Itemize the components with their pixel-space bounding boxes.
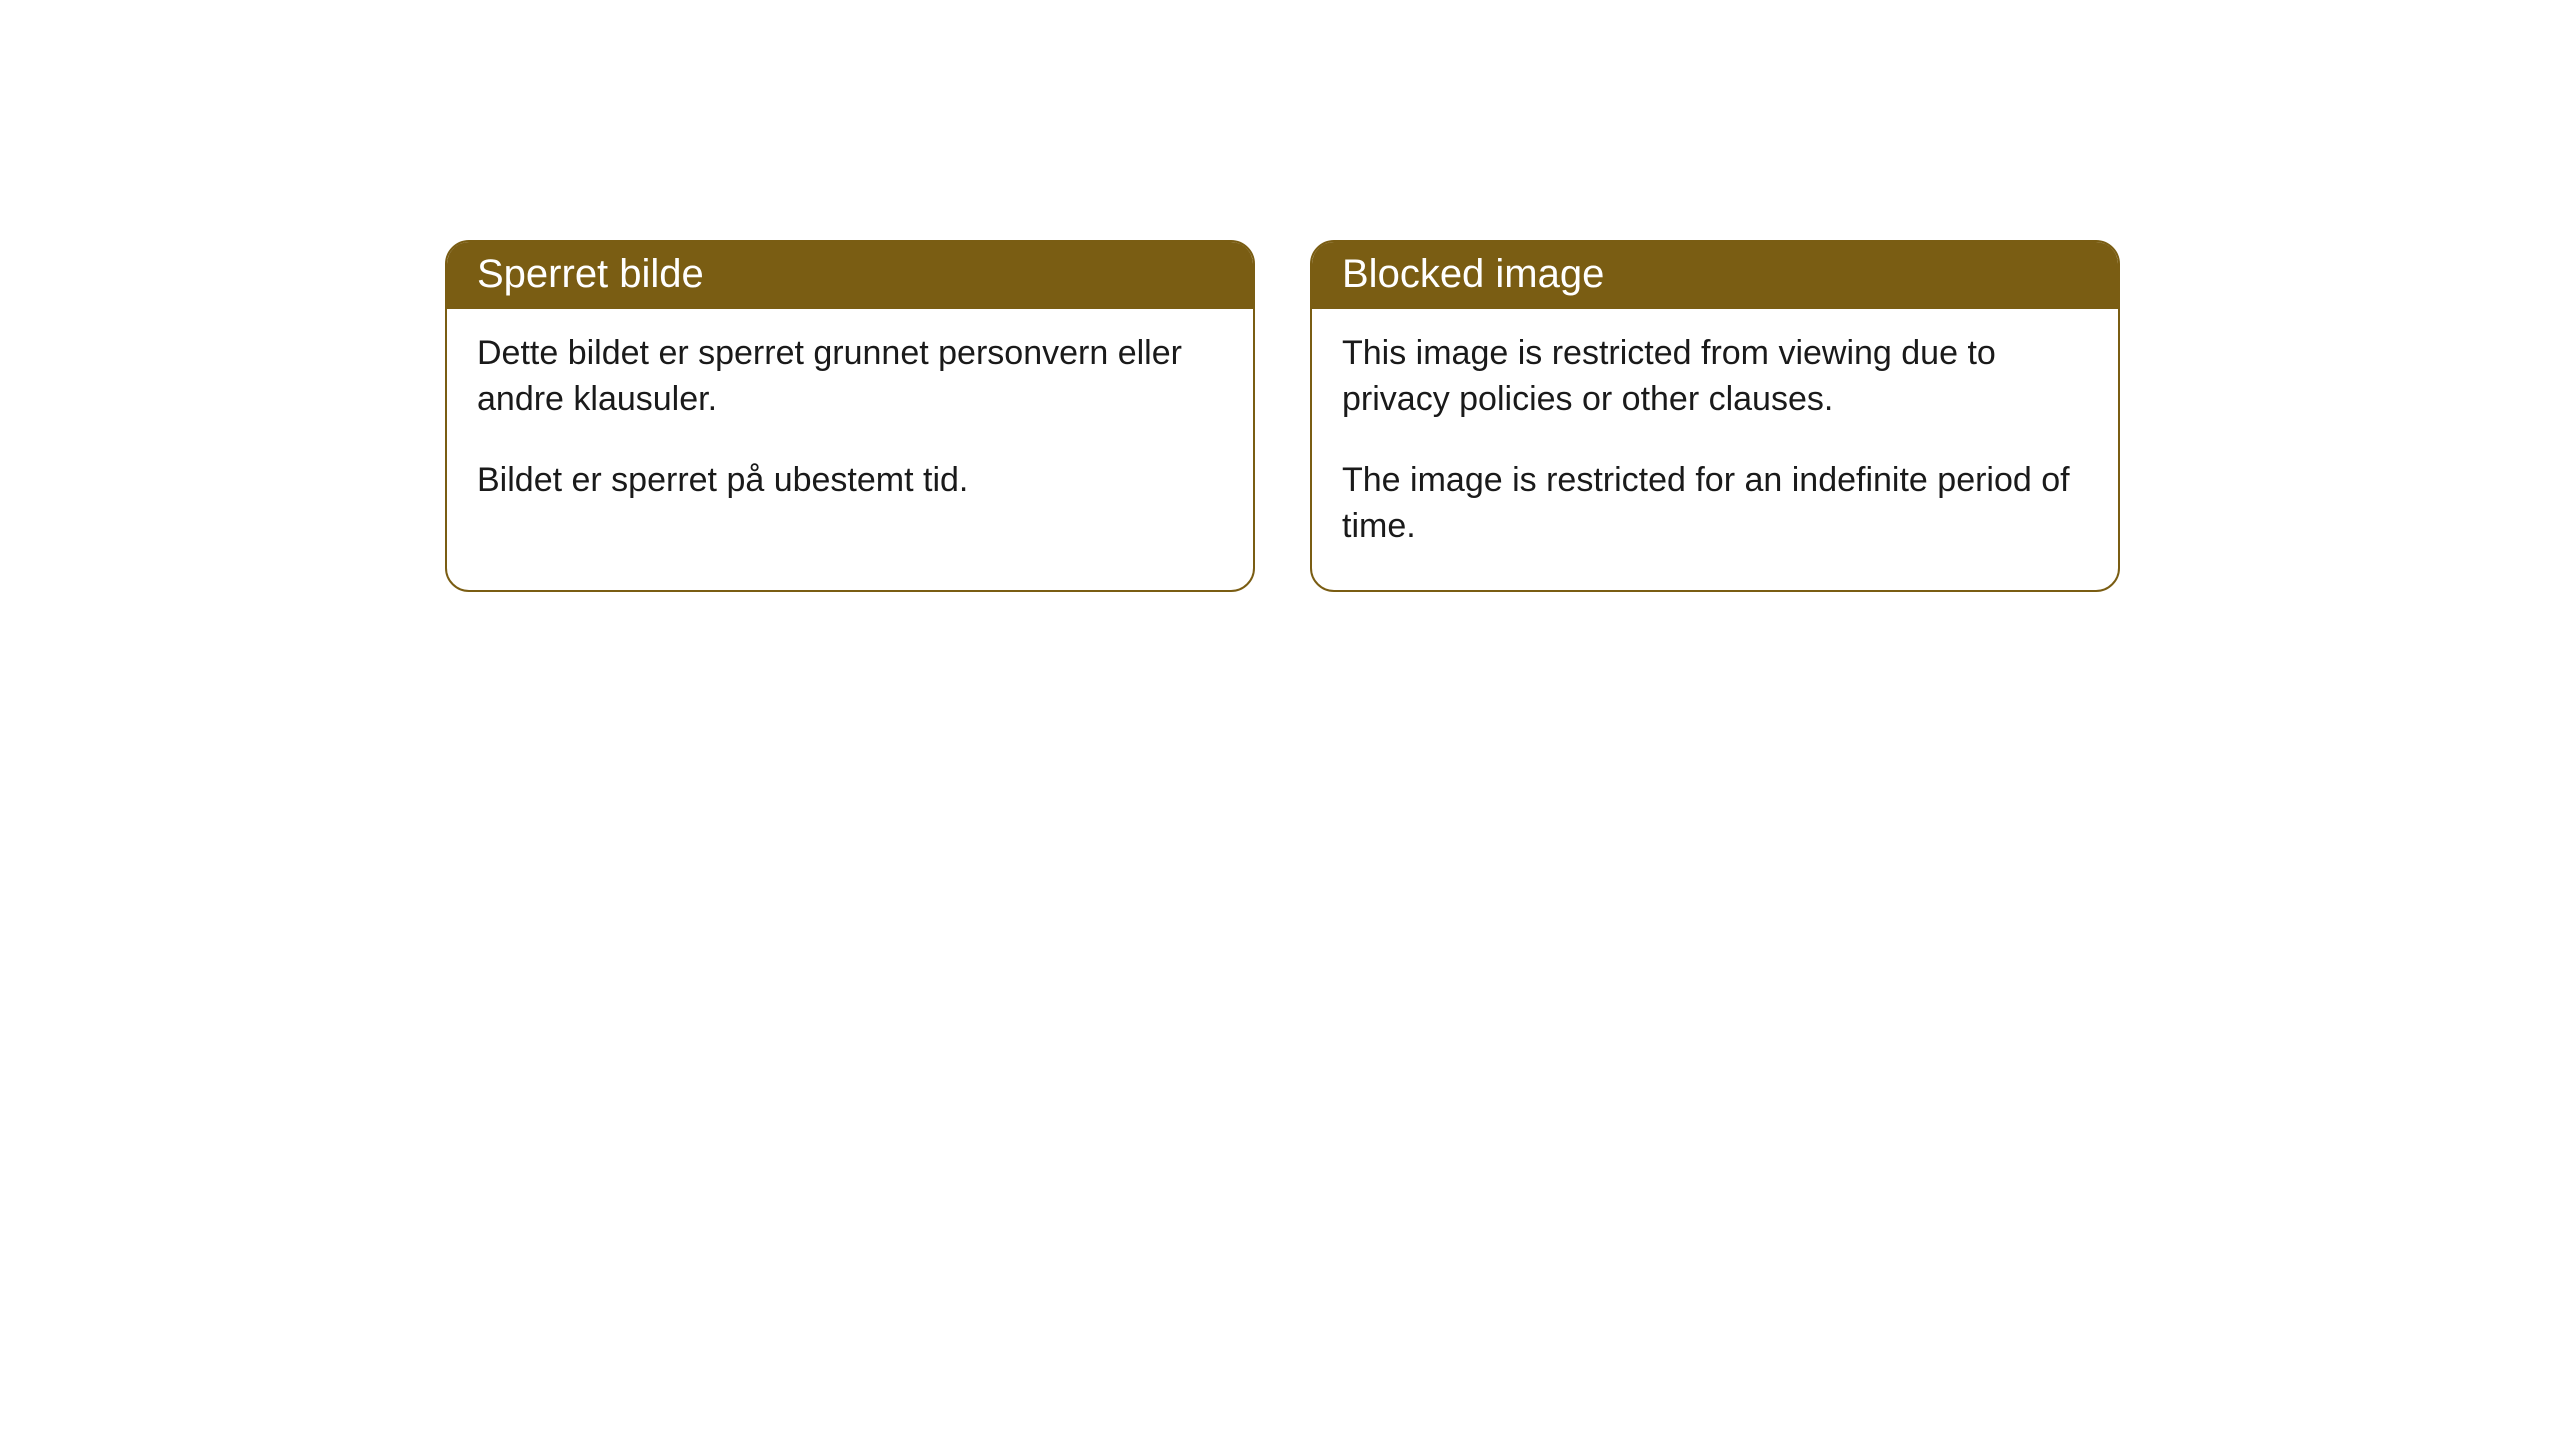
card-header: Blocked image: [1312, 242, 2118, 309]
card-title: Sperret bilde: [477, 252, 704, 296]
card-header: Sperret bilde: [447, 242, 1253, 309]
card-paragraph-1: Dette bildet er sperret grunnet personve…: [477, 331, 1223, 423]
card-paragraph-2: Bildet er sperret på ubestemt tid.: [477, 458, 1223, 504]
cards-container: Sperret bilde Dette bildet er sperret gr…: [445, 240, 2120, 592]
card-paragraph-2: The image is restricted for an indefinit…: [1342, 458, 2088, 550]
card-paragraph-1: This image is restricted from viewing du…: [1342, 331, 2088, 423]
blocked-image-card-norwegian: Sperret bilde Dette bildet er sperret gr…: [445, 240, 1255, 592]
card-body: Dette bildet er sperret grunnet personve…: [447, 309, 1253, 544]
card-body: This image is restricted from viewing du…: [1312, 309, 2118, 590]
card-title: Blocked image: [1342, 252, 1604, 296]
blocked-image-card-english: Blocked image This image is restricted f…: [1310, 240, 2120, 592]
